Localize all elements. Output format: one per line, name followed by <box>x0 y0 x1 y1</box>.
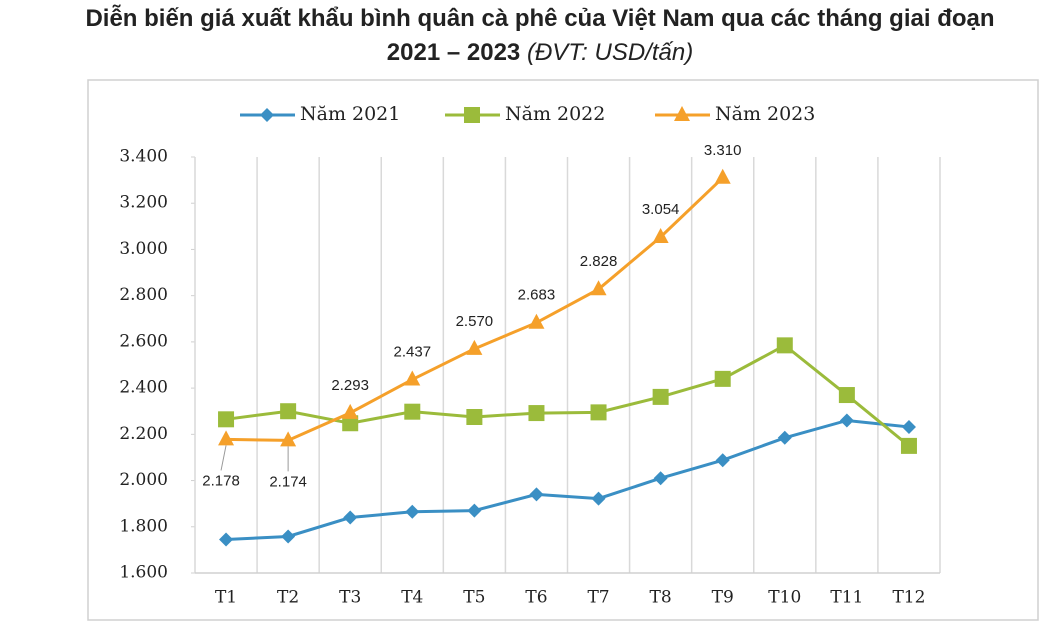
x-tick-label: T6 <box>525 588 547 608</box>
data-point <box>900 437 917 454</box>
series-line <box>225 343 910 448</box>
data-label: 2.683 <box>518 287 556 304</box>
x-tick-label: T5 <box>463 588 485 608</box>
data-point <box>528 313 545 329</box>
title-text: Diễn biến giá xuất khẩu bình quân cà phê… <box>85 5 995 66</box>
y-tick-label: 2.200 <box>119 424 168 444</box>
data-point <box>342 415 359 432</box>
data-point <box>281 529 296 544</box>
series-line <box>225 418 910 541</box>
data-point <box>219 532 234 547</box>
data-point <box>776 337 793 354</box>
data-point <box>343 510 358 525</box>
x-tick-label: T7 <box>587 588 609 608</box>
x-tick-label: T3 <box>339 588 361 608</box>
data-point <box>715 453 730 468</box>
y-tick-label: 2.000 <box>119 470 168 490</box>
y-tick-label: 1.600 <box>119 563 168 583</box>
data-point <box>280 431 297 447</box>
data-point <box>405 504 420 519</box>
data-point <box>467 503 482 518</box>
x-tick-label: T2 <box>277 588 299 608</box>
x-tick-label: T8 <box>650 588 672 608</box>
legend-label: Năm 2023 <box>715 103 815 125</box>
unit: (ĐVT: USD/tấn) <box>526 39 694 66</box>
x-tick-label: T4 <box>401 588 423 608</box>
legend-marker <box>260 108 274 122</box>
data-point <box>590 280 607 296</box>
data-label: 2.178 <box>202 472 240 489</box>
data-point <box>342 403 359 419</box>
data-point <box>714 168 731 184</box>
y-tick-label: 2.400 <box>119 378 168 398</box>
data-point <box>590 404 607 421</box>
chart-title: Diễn biến giá xuất khẩu bình quân cà phê… <box>60 2 1020 70</box>
chart-frame <box>87 79 1039 621</box>
data-point <box>528 405 545 422</box>
data-label: 2.828 <box>580 253 618 270</box>
data-point <box>839 413 854 428</box>
data-label: 3.054 <box>642 201 680 218</box>
data-point <box>652 388 669 405</box>
x-tick-label: T9 <box>712 588 734 608</box>
x-tick-label: T10 <box>768 588 801 608</box>
data-point <box>218 411 235 428</box>
data-point <box>404 370 421 386</box>
data-point <box>280 403 297 420</box>
data-point <box>218 430 235 446</box>
x-tick-label: T1 <box>215 588 237 608</box>
data-label: 3.310 <box>704 142 742 159</box>
leader-line <box>220 445 227 471</box>
data-point <box>529 487 544 502</box>
y-tick-label: 2.600 <box>119 331 168 351</box>
y-tick-label: 3.400 <box>119 147 168 167</box>
legend-marker <box>464 107 480 123</box>
data-point <box>777 430 792 445</box>
x-tick-label: T12 <box>892 588 925 608</box>
data-label: 2.437 <box>394 344 432 361</box>
data-point <box>652 227 669 243</box>
data-point <box>653 471 668 486</box>
data-point <box>591 491 606 506</box>
data-label: 2.293 <box>331 377 369 394</box>
legend-marker <box>674 106 690 121</box>
legend-label: Năm 2022 <box>505 103 605 125</box>
y-tick-label: 2.800 <box>119 285 168 305</box>
legend-label: Năm 2021 <box>300 103 400 125</box>
data-point <box>466 409 483 425</box>
data-label: 2.174 <box>269 473 307 490</box>
data-point <box>901 419 916 434</box>
data-point <box>466 339 483 355</box>
data-point <box>838 387 855 404</box>
data-label: 2.570 <box>456 313 494 330</box>
data-point <box>714 370 731 387</box>
data-point <box>404 403 421 420</box>
x-tick-label: T11 <box>830 588 863 608</box>
y-tick-label: 3.000 <box>119 239 168 259</box>
y-tick-label: 3.200 <box>119 193 168 213</box>
y-tick-label: 1.800 <box>119 516 168 536</box>
